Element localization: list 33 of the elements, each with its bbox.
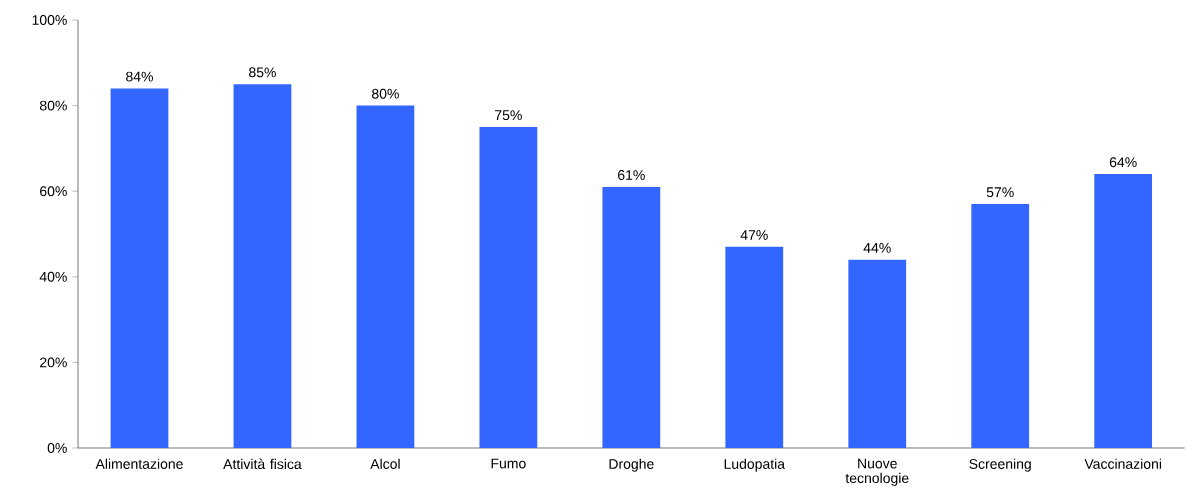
- bar: [110, 88, 169, 448]
- x-tick-label: Alimentazione: [95, 458, 183, 469]
- data-label: 85%: [249, 67, 276, 78]
- y-tick-label: 100%: [32, 15, 67, 25]
- x-tick-label: Nuove tecnologie: [845, 458, 909, 486]
- x-tick-label: Attività fisica: [223, 458, 302, 470]
- x-tick-label: Alcol: [370, 458, 400, 469]
- data-label: 44%: [863, 242, 891, 253]
- y-tick-label: 80%: [39, 100, 67, 111]
- y-tick-label: 20%: [40, 357, 67, 368]
- data-label: 47%: [740, 230, 768, 240]
- bar: [725, 246, 784, 448]
- data-label: 80%: [372, 88, 399, 99]
- data-label: 61%: [618, 170, 645, 180]
- x-tick-label: Fumo: [491, 458, 526, 469]
- bar: [356, 105, 415, 448]
- x-tick-label: Ludopatia: [724, 458, 786, 472]
- bar: [971, 204, 1030, 448]
- bar: [1094, 174, 1153, 448]
- y-tick-label: 60%: [40, 186, 67, 197]
- bar: [848, 259, 907, 448]
- data-label: 75%: [495, 110, 522, 121]
- y-tick-label: 0%: [47, 443, 67, 453]
- data-label: 84%: [126, 71, 153, 82]
- x-tick-label: Vaccinazioni: [1084, 458, 1162, 469]
- x-tick-label: Droghe: [609, 458, 654, 472]
- data-label: 64%: [1109, 157, 1137, 168]
- data-label: 57%: [986, 187, 1014, 198]
- y-tick-label: 40%: [39, 271, 67, 282]
- bar: [602, 186, 661, 448]
- bar: [479, 127, 538, 448]
- bar: [233, 84, 292, 448]
- x-tick-label: Screening: [969, 458, 1031, 472]
